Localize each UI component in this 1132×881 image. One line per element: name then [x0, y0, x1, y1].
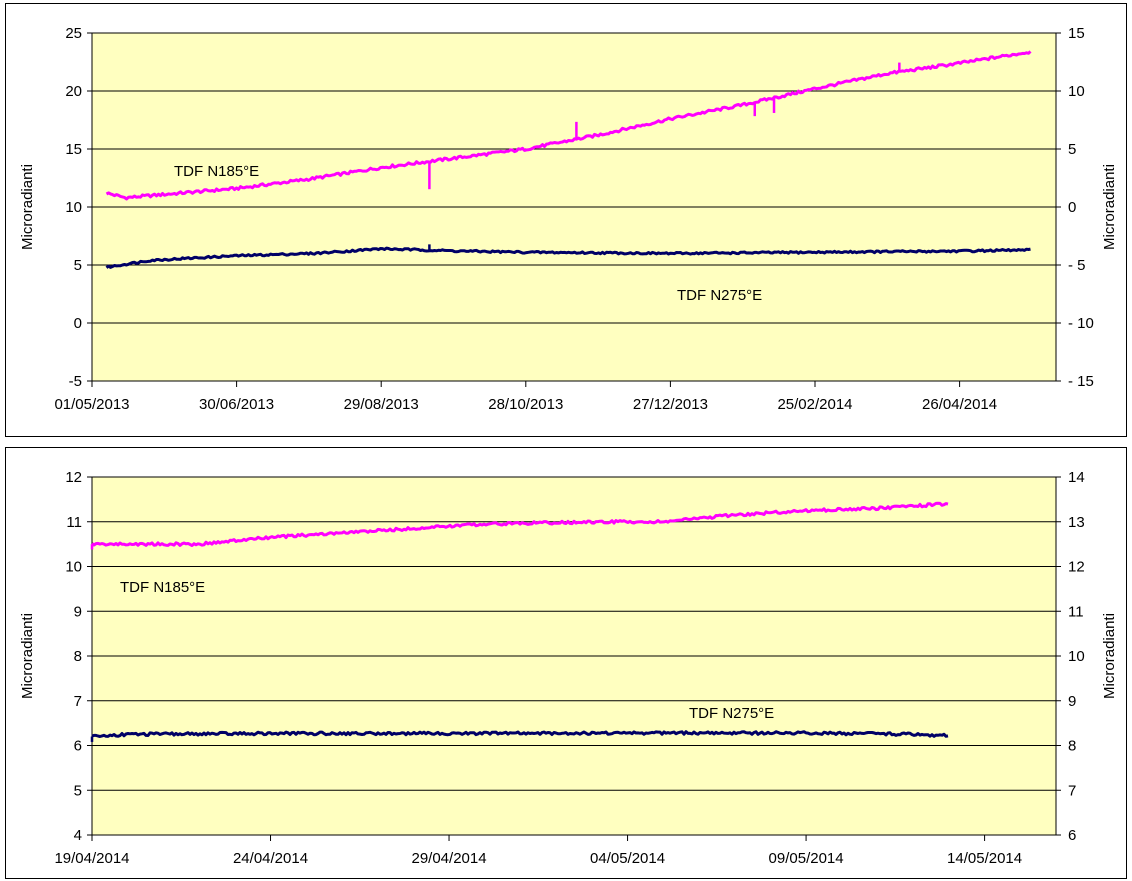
y-tick-label-left: 7: [74, 693, 82, 710]
chart-panel-1: -5 0 5 10 15 20 25 - 15 - 10 - 5 0 5 10 15 01/05/2013 3…: [5, 3, 1127, 437]
y-tick-label-right: 13: [1068, 514, 1085, 531]
x-tick-label: 28/10/2013: [488, 396, 563, 413]
x-tick-label: 29/08/2013: [344, 396, 419, 413]
y-tick-label-right: 0: [1068, 199, 1076, 216]
y-tick-label-right: 12: [1068, 559, 1085, 576]
y-tick-label-right: 14: [1068, 469, 1085, 486]
y-tick-label-right: 11: [1068, 603, 1084, 620]
y-tick-label-left: -5: [69, 373, 82, 390]
x-tick-label: 29/04/2014: [411, 850, 486, 867]
y-tick-label-left: 25: [65, 25, 82, 42]
series-line: [91, 501, 949, 547]
y-tick-label-left: 12: [65, 469, 82, 486]
y-tick-label-right: - 5: [1068, 257, 1086, 274]
x-tick-label: 04/05/2014: [590, 850, 665, 867]
chart-1: -5 0 5 10 15 20 25 - 15 - 10 - 5 0 5 10 15 01/05/2013 3…: [19, 25, 1118, 413]
x-tick-label: 27/12/2013: [633, 396, 708, 413]
y-tick-label-left: 0: [74, 315, 82, 332]
y-tick-label-left: 5: [74, 257, 82, 274]
x-tick-label: 19/04/2014: [54, 850, 129, 867]
x-tick-label: 26/04/2014: [922, 396, 997, 413]
series-label: TDF N275°E: [689, 705, 774, 722]
series-line: [105, 246, 1031, 269]
series-label: TDF N275°E: [677, 287, 762, 304]
y-tick-label-right: 7: [1068, 782, 1076, 799]
y-tick-label-left: 6: [74, 738, 82, 755]
x-tick-label: 24/04/2014: [233, 850, 308, 867]
y-tick-label-right: 10: [1068, 83, 1085, 100]
y-tick-label-left: 4: [74, 827, 82, 844]
y-tick-label-left: 8: [74, 648, 82, 665]
y-tick-label-left: 5: [74, 782, 82, 799]
y-tick-label-right: 9: [1068, 693, 1076, 710]
y-tick-label-right: - 10: [1068, 315, 1094, 332]
x-tick-label: 14/05/2014: [947, 850, 1022, 867]
y-tick-label-right: 6: [1068, 827, 1076, 844]
y-tick-label-left: 20: [65, 83, 82, 100]
chart-2: 4 5 6 7 8 9 10 11 12 6 7 8 9 10 11 12 13 14 19/04/2014 24/0…: [19, 469, 1118, 867]
y-tick-label-left: 11: [66, 514, 82, 531]
series-label: TDF N185°E: [174, 163, 259, 180]
y-axis-title-left: Microradianti: [19, 613, 36, 699]
y-tick-label-right: - 15: [1068, 373, 1094, 390]
y-axis-title-right: Microradianti: [1101, 613, 1118, 699]
y-tick-label-right: 8: [1068, 738, 1076, 755]
x-tick-label: 01/05/2013: [54, 396, 129, 413]
y-tick-label-right: 15: [1068, 25, 1085, 42]
chart-panel-2: 4 5 6 7 8 9 10 11 12 6 7 8 9 10 11 12 13 14 19/04/2014 24/0…: [5, 447, 1127, 879]
x-tick-label: 30/06/2013: [199, 396, 274, 413]
y-axis-title-right: Microradianti: [1101, 164, 1118, 250]
series-line: [105, 50, 1032, 201]
y-tick-label-right: 10: [1068, 648, 1085, 665]
series-label: TDF N185°E: [120, 579, 205, 596]
y-tick-label-left: 15: [65, 141, 82, 158]
y-tick-label-right: 5: [1068, 141, 1076, 158]
y-tick-label-left: 10: [65, 559, 82, 576]
y-tick-label-left: 9: [74, 603, 82, 620]
series-line: [91, 730, 949, 738]
y-axis-title-left: Microradianti: [19, 164, 36, 250]
y-tick-label-left: 10: [65, 199, 82, 216]
x-tick-label: 09/05/2014: [769, 850, 844, 867]
x-tick-label: 25/02/2014: [777, 396, 852, 413]
